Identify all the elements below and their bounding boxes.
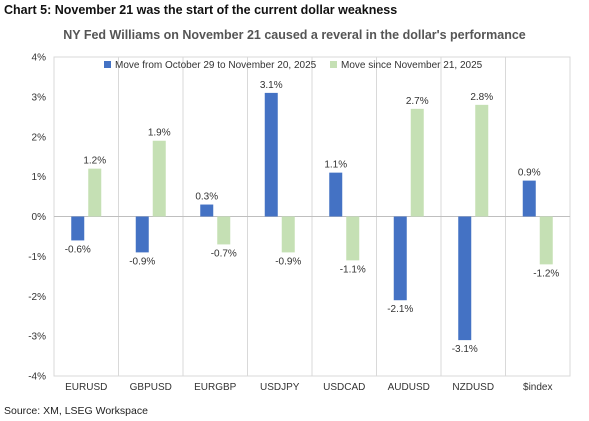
data-label: -0.9% [129,256,155,267]
data-label: 2.8% [470,92,493,103]
x-tick-label: $index [523,382,552,393]
bar-move-since [152,140,166,217]
y-tick-label: 1% [32,172,47,183]
bar-move-since [88,168,102,217]
data-label: 1.2% [83,156,106,167]
bar-move-since [281,216,295,253]
source-note: Source: XM, LSEG Workspace [4,405,148,417]
x-tick-label: GBPUSD [130,382,172,393]
data-label: -0.9% [275,256,301,267]
bar-move-before [71,216,85,241]
data-label: 2.7% [406,96,429,107]
bar-move-since [539,216,553,265]
bar-move-before [522,180,536,217]
x-tick-label: EURUSD [65,382,107,393]
bar-move-since [346,216,360,261]
data-label: 3.1% [260,80,283,91]
chart-title: NY Fed Williams on November 21 caused a … [63,28,526,42]
data-label: -1.2% [533,268,559,279]
x-tick-label: USDJPY [260,382,300,393]
y-tick-label: 3% [32,92,47,103]
bar-move-before [393,216,407,301]
x-tick-label: NZDUSD [452,382,494,393]
y-tick-label: -3% [28,332,46,343]
y-tick-label: 0% [32,212,47,223]
bar-move-before [458,216,472,341]
data-label: -3.1% [452,344,478,355]
data-label: 1.1% [324,160,347,171]
x-tick-label: AUDUSD [388,382,430,393]
bar-move-before [135,216,149,253]
bar-move-before [329,172,343,217]
bar-move-since [475,104,489,217]
legend-swatch [104,61,111,68]
y-tick-label: -1% [28,252,46,263]
bar-move-since [217,216,231,245]
y-tick-label: 2% [32,132,47,143]
bar-move-before [264,92,278,217]
bar-move-before [200,204,214,217]
y-tick-label: -4% [28,372,46,383]
y-tick-label: 4% [32,53,47,64]
data-label: 1.9% [148,128,171,139]
legend-entry: Move since November 21, 2025 [341,60,483,71]
legend-swatch [330,61,337,68]
bar-move-since [410,108,424,217]
x-tick-label: USDCAD [323,382,365,393]
x-tick-label: EURGBP [194,382,237,393]
y-tick-label: -2% [28,292,46,303]
data-label: -1.1% [340,264,366,275]
data-label: -2.1% [387,304,413,315]
figure-heading: Chart 5: November 21 was the start of th… [4,3,398,17]
data-label: -0.6% [65,244,91,255]
data-label: 0.3% [195,192,218,203]
legend-entry: Move from October 29 to November 20, 202… [115,60,317,71]
data-label: -0.7% [211,248,237,259]
data-label: 0.9% [518,168,541,179]
